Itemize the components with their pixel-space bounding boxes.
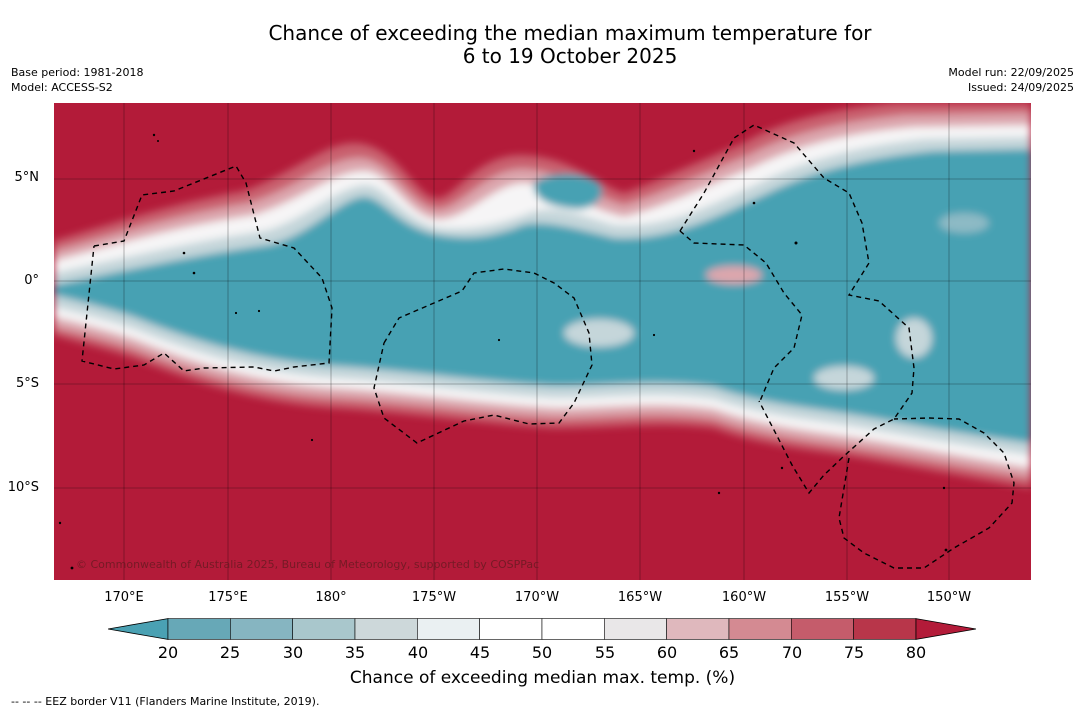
colorbar-segment [666, 618, 730, 640]
lon-label-175w: 175°W [411, 590, 457, 605]
island [717, 491, 721, 495]
eez-phoenix [373, 268, 593, 444]
eez-cook-islands [838, 417, 1015, 569]
island [497, 338, 501, 342]
island [652, 333, 656, 337]
lon-label-170w: 170°W [514, 590, 560, 605]
colorbar-segment [790, 618, 854, 640]
island [152, 133, 156, 137]
island [70, 566, 74, 570]
colorbar-tick-60: 60 [656, 643, 678, 662]
island [794, 241, 798, 245]
colorbar-tick-40: 40 [407, 643, 429, 662]
lon-label-175e: 175°E [208, 590, 248, 605]
island [157, 140, 159, 142]
colorbar-tick-35: 35 [344, 643, 366, 662]
colorbar-segment [541, 618, 605, 640]
grid-lines [54, 103, 1031, 580]
eez-line-islands [679, 124, 915, 495]
map-title: Chance of exceeding the median maximum t… [0, 22, 1085, 68]
island [234, 311, 238, 315]
colorbar-tick-50: 50 [531, 643, 553, 662]
lon-label-160w: 160°W [721, 590, 767, 605]
light-patch-1 [564, 319, 634, 347]
lon-label-165w: 165°W [617, 590, 663, 605]
colorbar-segment [230, 618, 293, 640]
colorbar-tick-75: 75 [843, 643, 865, 662]
island [692, 149, 696, 153]
lon-label-170e: 170°E [104, 590, 144, 605]
meta-left: Base period: 1981-2018 Model: ACCESS-S2 [11, 65, 143, 95]
title-line-2: 6 to 19 October 2025 [462, 44, 678, 68]
eez-legend-note: -- -- -- EEZ border V11 (Flanders Marine… [11, 695, 320, 708]
model-text: Model: ACCESS-S2 [11, 81, 113, 94]
lat-label-5s: 5°S [15, 376, 39, 391]
colorbar-tick-70: 70 [781, 643, 803, 662]
island [192, 271, 196, 275]
colorbar-tick-20: 20 [157, 643, 179, 662]
lat-label-10s: 10°S [7, 480, 39, 495]
colorbar-segment [479, 618, 543, 640]
lon-label-150w: 150°W [926, 590, 972, 605]
issued-text: Issued: 24/09/2025 [967, 81, 1074, 94]
colorbar-tick-45: 45 [469, 643, 491, 662]
colorbar-segment [604, 618, 667, 640]
colorbar-tick-30: 30 [282, 643, 304, 662]
island [58, 521, 62, 525]
colorbar-segment [292, 618, 356, 640]
island [257, 309, 261, 313]
island [944, 548, 948, 552]
eez-kiribati-gilberts [81, 165, 333, 372]
map-svg [54, 103, 1031, 580]
island [780, 466, 784, 470]
colorbar-segment [728, 618, 792, 640]
colorbar-segment [417, 618, 480, 640]
eez-borders [81, 124, 1015, 569]
colorbar-segment [853, 618, 917, 640]
colorbar-extend-high [915, 618, 977, 640]
copyright-text: © Commonwealth of Australia 2025, Bureau… [76, 558, 540, 571]
colorbar-label: Chance of exceeding median max. temp. (%… [349, 668, 736, 688]
lon-label-155w: 155°W [824, 590, 870, 605]
colorbar-tick-65: 65 [718, 643, 740, 662]
colorbar-tick-55: 55 [594, 643, 616, 662]
lat-label-5n: 5°N [14, 170, 40, 185]
colorbar-tick-80: 80 [905, 643, 927, 662]
northern-teal-blob [533, 174, 603, 210]
base-period-text: Base period: 1981-2018 [11, 66, 144, 79]
colorbar-segment [167, 618, 231, 640]
title-line-1: Chance of exceeding the median maximum t… [268, 21, 872, 45]
island [310, 438, 314, 442]
colorbar-segment [354, 618, 418, 640]
below-median-core [54, 149, 1031, 443]
light-patch-2 [814, 366, 874, 390]
island [182, 251, 186, 255]
meta-right: Model run: 22/09/2025 Issued: 24/09/2025 [948, 65, 1074, 95]
colorbar [108, 618, 977, 640]
probability-contours [54, 103, 1031, 488]
probability-map: © Commonwealth of Australia 2025, Bureau… [54, 103, 1031, 580]
lon-label-180: 180° [315, 590, 347, 605]
islands [58, 133, 948, 570]
island [752, 201, 756, 205]
lat-label-0: 0° [24, 273, 39, 288]
light-patch-4 [939, 213, 989, 233]
island [942, 486, 946, 490]
model-run-text: Model run: 22/09/2025 [948, 66, 1074, 79]
pink-pocket [706, 266, 762, 284]
light-patch-3 [896, 318, 932, 358]
colorbar-extend-low [108, 618, 169, 640]
colorbar-tick-25: 25 [219, 643, 241, 662]
